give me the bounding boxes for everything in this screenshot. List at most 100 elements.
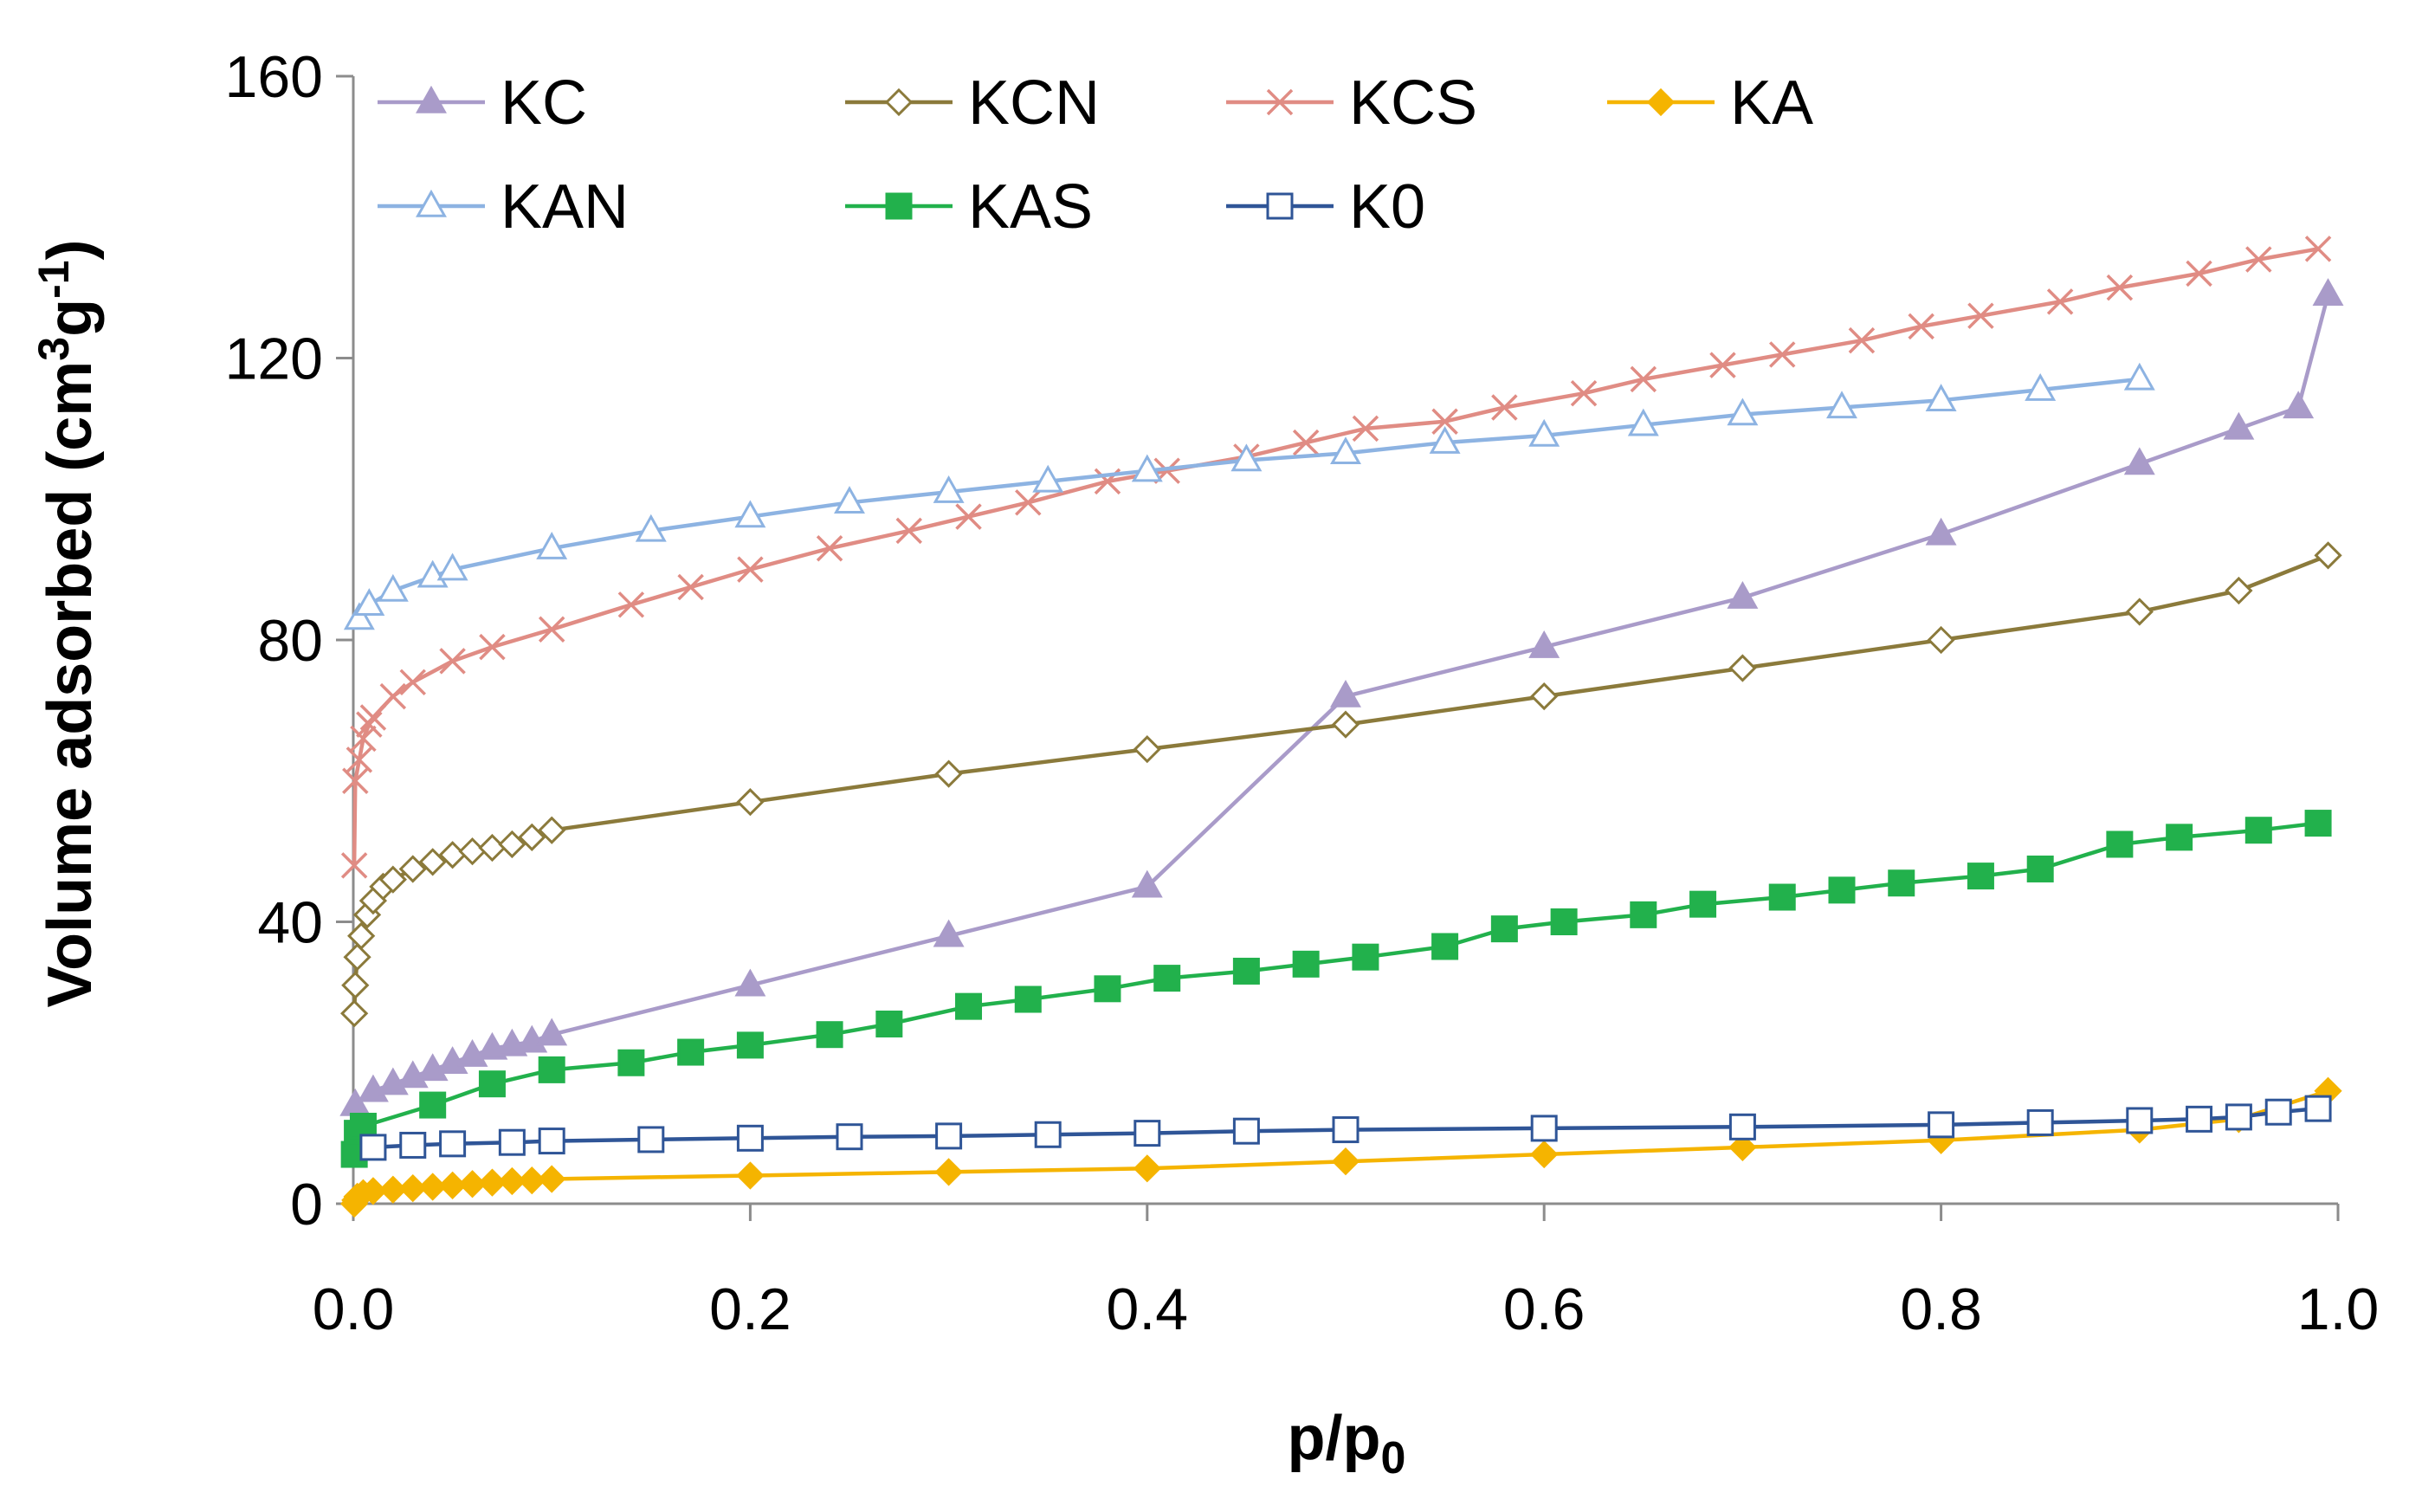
series-kc-point (1925, 517, 1957, 546)
series-kas-point (1888, 869, 1915, 897)
series-kcn-point (518, 823, 546, 851)
series-kas-point (736, 1031, 764, 1059)
series-kcn-line (352, 553, 2329, 1014)
series-k0-point (2304, 1095, 2332, 1122)
series-k0-point (399, 1131, 427, 1159)
series-kc-point (2123, 447, 2155, 475)
series-kas-point (875, 1010, 903, 1037)
series-kc-point (2312, 278, 2344, 306)
series-kcs-point (1848, 326, 1876, 354)
series-kcn-point (1133, 735, 1161, 764)
y-tick-label: 0 (290, 1172, 323, 1237)
series-kcn-point (343, 943, 371, 972)
series-ka-point (518, 1166, 546, 1195)
y-axis-title-mid: g (36, 299, 105, 337)
series-k0-point (2225, 1103, 2252, 1131)
series-kan-point (1429, 425, 1461, 454)
series-kan-point (1330, 436, 1361, 465)
legend-item-kas: KAS (845, 172, 1093, 242)
series-kcs-point (346, 746, 373, 773)
tick-labels: 0 40 80 120 160 0.0 0.2 0.4 0.6 0.8 1.0 (225, 44, 2380, 1342)
y-tick-label: 160 (225, 44, 323, 110)
series-k0-point (836, 1123, 863, 1151)
series-ka-point (358, 1177, 388, 1205)
series-kcs-point (1570, 379, 1598, 407)
series-kas-point (1352, 943, 1379, 971)
series-kan-point (1131, 454, 1163, 482)
series-kcn-point (478, 833, 507, 863)
x-axis-title-main: p/p (1288, 1404, 1381, 1473)
series-kcs-point (479, 633, 506, 661)
series-kcs-point (538, 616, 565, 643)
series-kc-point (933, 919, 965, 947)
series-kcs-point (379, 682, 407, 710)
x-tick-label: 0.6 (1503, 1276, 1586, 1342)
series-k0-line (372, 1106, 2319, 1150)
series-ka-point (418, 1173, 447, 1201)
series-kan-point (1032, 464, 1064, 493)
series-k0-point (1530, 1115, 1558, 1142)
series-kas (340, 810, 2332, 1168)
legend-marker (1266, 88, 1294, 116)
series-kan (343, 362, 2155, 630)
series-kcs-point (2245, 246, 2272, 273)
series-kan-point (933, 475, 965, 503)
legend-item-k0: K0 (1226, 172, 1425, 242)
series-kan-point (1528, 418, 1560, 447)
series-kcn-point (2225, 576, 2253, 605)
series-kcs-point (2304, 236, 2332, 262)
series-kcs-point (2046, 288, 2074, 315)
series-kas-point (538, 1056, 565, 1083)
series-kan-point (1230, 443, 1263, 472)
plot-area (339, 236, 2344, 1218)
series-kas-point (1550, 908, 1578, 935)
series-kcn-point (458, 837, 487, 866)
series-kas-point (1490, 915, 1518, 943)
series-ka-point (378, 1175, 407, 1204)
series-kas-point (2106, 830, 2134, 858)
legend-item-kcn: KCN (845, 68, 1100, 138)
series-ka-point (736, 1161, 765, 1190)
series-kc (339, 278, 2344, 1116)
series-kas-point (1431, 933, 1459, 960)
series-kcs-point (895, 517, 922, 545)
series-kcs-point (439, 648, 466, 675)
series-kcn (340, 541, 2342, 1028)
series-kcs-point (342, 767, 369, 794)
series-k0-point (1332, 1116, 1360, 1144)
series-kcn-point (418, 848, 447, 876)
series-kas-point (1014, 985, 1042, 1013)
series-kcn-point (498, 830, 526, 859)
series-kcs-point (1491, 394, 1518, 421)
series-kcs-point (359, 704, 387, 731)
series-k0-point (2126, 1107, 2154, 1134)
series-kan-point (2025, 372, 2057, 401)
series-kan-point (2123, 362, 2155, 391)
series-k0-point (1232, 1117, 1260, 1145)
legend-label-kc: KC (501, 68, 587, 138)
axes (336, 74, 2340, 1221)
x-axis-title-sub: 0 (1381, 1433, 1406, 1483)
y-axis-title-suffix: ) (36, 239, 105, 260)
series-kcs-point (1709, 352, 1736, 378)
series-kc-point (2223, 411, 2255, 440)
series-kan-point (635, 514, 667, 542)
legend-label-kan: KAN (501, 172, 629, 242)
series-ka-point (538, 1165, 566, 1193)
y-tick-label: 40 (257, 890, 323, 956)
series-k0-point (637, 1126, 665, 1153)
legend-label-ka: KA (1730, 68, 1813, 138)
x-tick-label: 0.8 (1900, 1276, 1982, 1342)
series-kas-point (677, 1038, 705, 1066)
series-kas-point (478, 1070, 506, 1098)
series-kan-point (1925, 384, 1957, 412)
series-kcs-point (1769, 341, 1796, 368)
series-kan-point (536, 532, 568, 559)
series-kan-point (377, 573, 409, 602)
series-kcs-point (677, 573, 704, 601)
series-ka-point (458, 1170, 487, 1199)
series-kan-point (734, 500, 766, 528)
series-kcs-point (737, 556, 764, 583)
legend-item-kc: KC (378, 68, 587, 138)
series-kc-point (1727, 581, 1759, 609)
